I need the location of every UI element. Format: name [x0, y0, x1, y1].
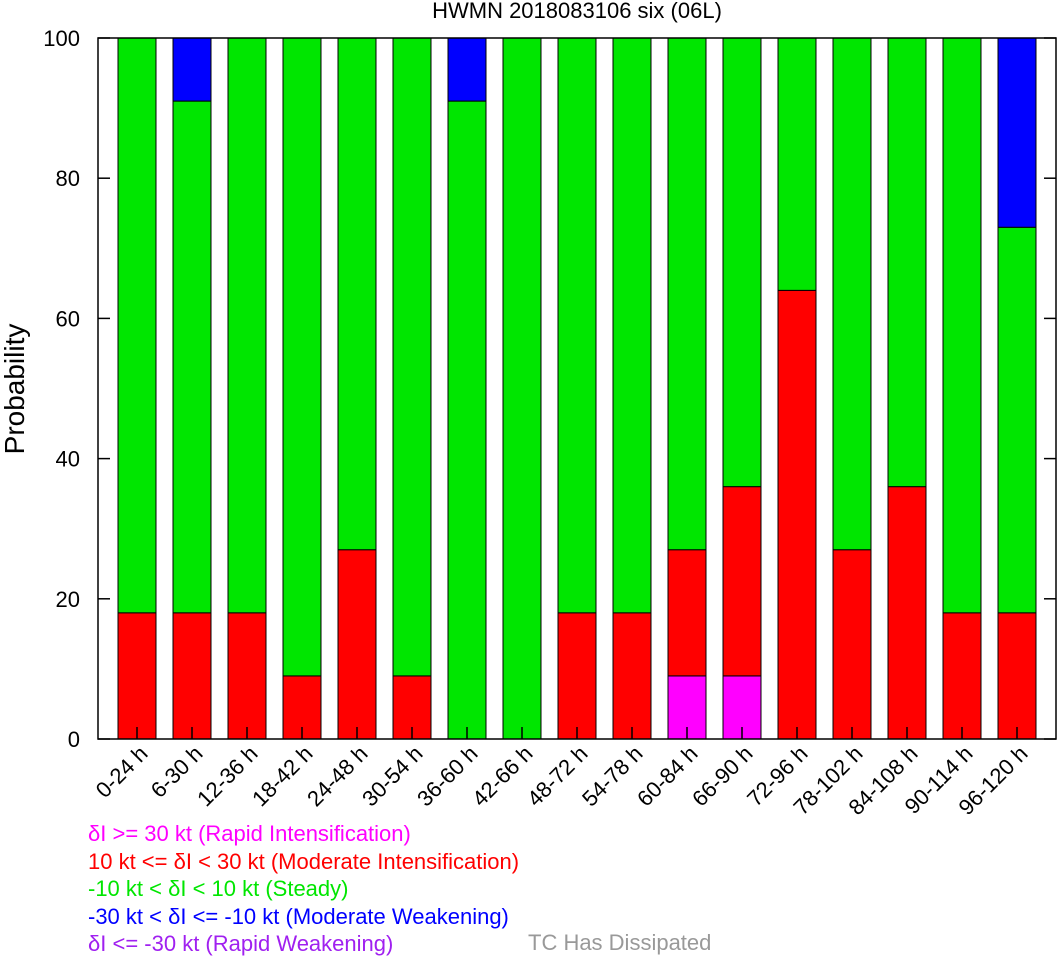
bar-segment-1-3: [172, 37, 212, 102]
x-tick-label-10: 60-84 h: [632, 741, 702, 811]
x-tick-label-7: 42-66 h: [467, 741, 537, 811]
bar-segment-15-2: [942, 37, 982, 614]
legend: δI >= 30 kt (Rapid Intensification) 10 kt…: [88, 820, 519, 958]
bar-segment-16-1: [997, 612, 1037, 740]
bar-segment-4-2: [337, 37, 377, 551]
bar-segment-10-2: [667, 37, 707, 551]
bar-segment-7-2: [502, 37, 542, 740]
bar-segment-1-2: [172, 100, 212, 614]
y-tick-label-100: 100: [43, 26, 80, 51]
bar-segment-12-1: [777, 289, 817, 740]
x-tick-label-11: 66-90 h: [687, 741, 757, 811]
bar-segment-11-2: [722, 37, 762, 488]
chart-title: HWMN 2018083106 six (06L): [432, 0, 722, 23]
legend-entry-0: δI >= 30 kt (Rapid Intensification): [88, 821, 411, 846]
bar-segment-9-1: [612, 612, 652, 740]
x-tick-label-8: 48-72 h: [522, 741, 592, 811]
x-tick-label-9: 54-78 h: [577, 741, 647, 811]
bar-segment-16-2: [997, 226, 1037, 614]
x-tick-label-2: 12-36 h: [192, 741, 262, 811]
y-tick-label-0: 0: [68, 727, 80, 752]
x-tick-label-3: 18-42 h: [247, 741, 317, 811]
bar-segment-6-2: [447, 100, 487, 740]
bar-segment-4-1: [337, 549, 377, 740]
bar-segment-6-3: [447, 37, 487, 102]
bar-segment-2-2: [227, 37, 267, 614]
bar-segment-14-1: [887, 486, 927, 740]
y-axis-label: Probability: [0, 324, 30, 455]
bar-segment-8-2: [557, 37, 597, 614]
legend-dissipated: TC Has Dissipated: [528, 930, 712, 955]
bar-segment-8-1: [557, 612, 597, 740]
bar-segment-11-1: [722, 486, 762, 677]
bar-segment-9-2: [612, 37, 652, 614]
y-tick-label-60: 60: [56, 306, 80, 331]
legend-entry-3: -30 kt < δI <= -10 kt (Moderate Weakenin…: [88, 903, 509, 929]
bar-segment-3-2: [282, 37, 322, 677]
bar-segment-1-1: [172, 612, 212, 740]
bar-segment-13-1: [832, 549, 872, 740]
x-tick-label-6: 36-60 h: [412, 741, 482, 811]
x-tick-label-4: 24-48 h: [302, 741, 372, 811]
bar-segment-16-3: [997, 37, 1037, 228]
y-tick-label-20: 20: [56, 587, 80, 612]
legend-entry-4: δI <= -30 kt (Rapid Weakening): [88, 931, 394, 956]
bar-segment-0-1: [117, 612, 157, 740]
y-tick-label-40: 40: [56, 447, 80, 472]
bar-segment-0-2: [117, 37, 157, 614]
bar-segment-10-1: [667, 549, 707, 677]
x-tick-label-0: 0-24 h: [91, 741, 153, 803]
bar-segment-12-2: [777, 37, 817, 291]
x-tick-label-5: 30-54 h: [357, 741, 427, 811]
y-tick-label-80: 80: [56, 166, 80, 191]
bar-segment-5-2: [392, 37, 432, 677]
bar-segment-13-2: [832, 37, 872, 551]
legend-entry-1: 10 kt <= δI < 30 kt (Moderate Intensific…: [88, 848, 520, 874]
bar-segment-2-1: [227, 612, 267, 740]
bar-segment-15-1: [942, 612, 982, 740]
legend-entry-2: -10 kt < δI < 10 kt (Steady): [88, 876, 349, 901]
bar-segment-14-2: [887, 37, 927, 488]
